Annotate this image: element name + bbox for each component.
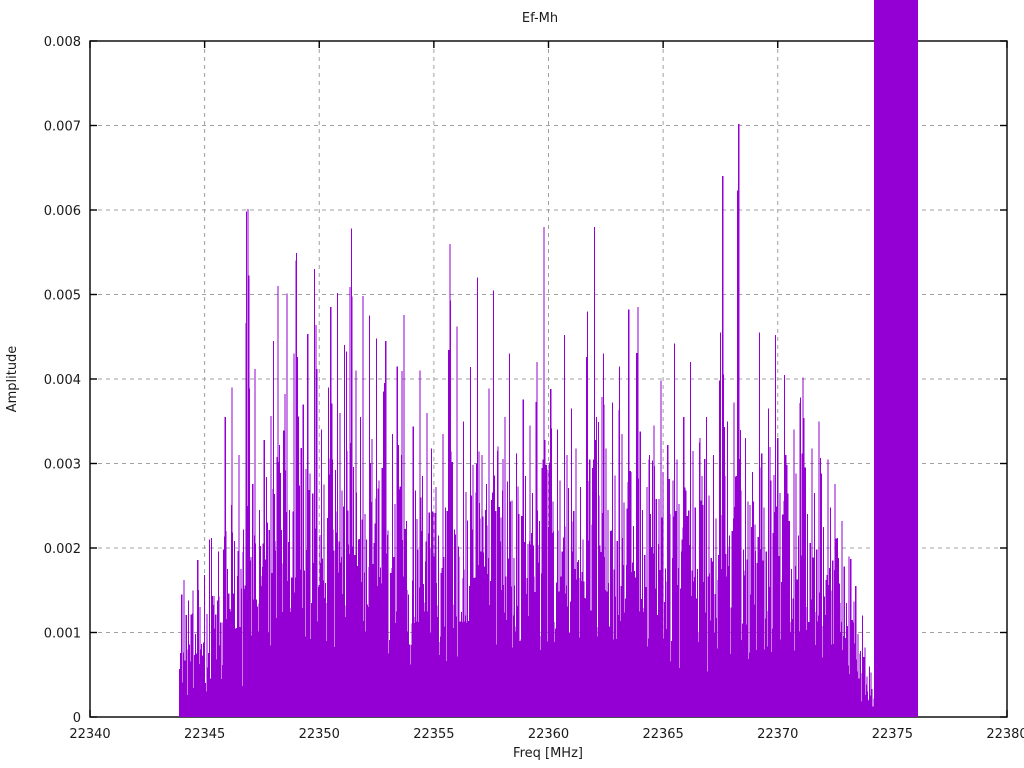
x-tick-label: 22350 [299, 727, 340, 742]
y-tick-label: 0 [73, 711, 81, 726]
y-tick-label: 0.006 [44, 204, 81, 219]
y-tick-label: 0.003 [44, 458, 81, 473]
x-tick-label: 22340 [69, 727, 110, 742]
x-axis-label: Freq [MHz] [513, 746, 583, 761]
x-tick-label: 22370 [757, 727, 798, 742]
y-tick-label: 0.001 [44, 627, 81, 642]
y-tick-labels: 0 0.001 0.002 0.003 0.004 0.005 0.006 0.007 0.00… [44, 35, 81, 726]
x-tick-label: 22380 [986, 727, 1024, 742]
x-tick-label: 22360 [528, 727, 569, 742]
x-tick-label: 22365 [642, 727, 683, 742]
chart-title: Ef-Mh [522, 11, 558, 26]
x-tick-label: 22355 [413, 727, 454, 742]
x-tick-labels: 22340 22345 22350 22355 22360 22365 22370 22375… [69, 727, 1024, 742]
y-axis-label: Amplitude [5, 346, 20, 413]
impulse-series [178, 0, 919, 717]
y-tick-label: 0.004 [44, 373, 81, 388]
x-tick-label: 22345 [184, 727, 225, 742]
y-tick-label: 0.008 [44, 35, 81, 50]
y-tick-label: 0.002 [44, 542, 81, 557]
y-tick-label: 0.007 [44, 120, 81, 135]
y-tick-label: 0.005 [44, 289, 81, 304]
x-tick-label: 22375 [872, 727, 913, 742]
